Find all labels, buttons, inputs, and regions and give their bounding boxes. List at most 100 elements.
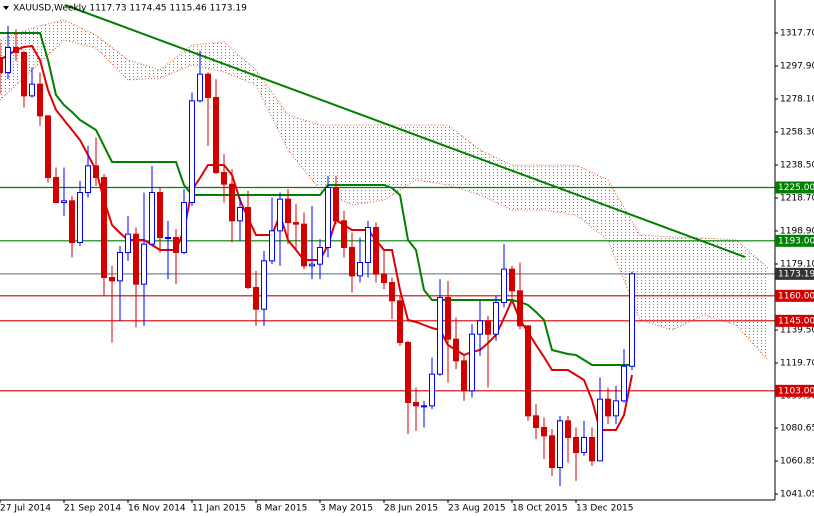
y-tick-label: 1317.70 <box>780 29 814 39</box>
candle-body <box>389 282 395 302</box>
candle-body <box>453 338 459 362</box>
candle-body <box>469 333 475 392</box>
candle-body <box>237 207 243 222</box>
candle-body <box>133 233 139 285</box>
candle-body <box>213 97 219 173</box>
candle-body <box>437 297 443 375</box>
candle-body <box>197 73 203 102</box>
candle-body <box>533 415 539 429</box>
level-label: 1160.00 <box>778 291 814 301</box>
candle-body <box>397 300 403 344</box>
y-tick-label: 1218.70 <box>780 194 814 204</box>
y-tick-label: 1258.30 <box>780 128 814 138</box>
y-tick-label: 1198.90 <box>780 227 814 237</box>
candle-body <box>565 420 571 439</box>
candle-body <box>0 57 3 73</box>
y-tick-label: 1080.65 <box>780 424 814 434</box>
y-tick-label: 1119.70 <box>780 359 814 369</box>
candle-body <box>373 227 379 275</box>
candle-body <box>53 177 59 203</box>
candle-body <box>5 47 11 73</box>
candle-body <box>557 420 563 469</box>
y-tick-label: 1278.10 <box>780 95 814 105</box>
level-label-box <box>775 314 814 327</box>
candle-body <box>117 252 123 282</box>
candle-body <box>141 243 147 285</box>
x-tick-label: 11 Jan 2015 <box>192 504 246 514</box>
candle-body <box>37 83 43 117</box>
level-label-box <box>775 289 814 302</box>
chart-title: XAUUSD,Weekly 1117.73 1174.45 1115.46 11… <box>13 4 247 14</box>
x-tick-label: 28 Jun 2015 <box>384 504 438 514</box>
candle-body <box>301 223 307 267</box>
indicator-line <box>0 44 633 431</box>
candle-body <box>477 320 483 335</box>
candle-body <box>269 230 275 262</box>
candle-body <box>405 342 411 403</box>
x-tick-label: 23 Aug 2015 <box>448 504 506 514</box>
candle-body <box>261 260 267 310</box>
candle-body <box>381 273 387 283</box>
candle-body <box>125 233 131 254</box>
indicator-line <box>0 32 632 366</box>
candle-body <box>181 202 187 253</box>
y-tick-label: 1238.50 <box>780 161 814 171</box>
candle-body <box>597 398 603 462</box>
candle-body <box>621 365 627 402</box>
level-label: 1145.00 <box>778 316 814 326</box>
candle-body <box>349 247 355 277</box>
candle-body <box>629 273 635 367</box>
candle-body <box>109 277 115 282</box>
candle-body <box>493 302 499 335</box>
x-tick-label: 16 Nov 2014 <box>128 504 186 514</box>
candle-body <box>365 227 371 263</box>
level-label: 1173.19 <box>778 269 814 279</box>
candle-body <box>581 437 587 453</box>
menu-arrow <box>3 6 9 10</box>
level-label-box <box>775 234 814 247</box>
candle-body <box>573 437 579 453</box>
candle-body <box>525 325 531 417</box>
level-label-box <box>775 267 814 280</box>
candle-body <box>189 100 195 203</box>
candle-body <box>285 198 291 224</box>
candle-body <box>69 200 75 243</box>
candle-body <box>613 400 619 417</box>
candle-body <box>485 320 491 335</box>
candle-body <box>413 402 419 407</box>
candle-body <box>589 437 595 462</box>
cloud-edge <box>0 19 769 269</box>
y-tick-label: 1060.85 <box>780 457 814 467</box>
level-label: 1193.00 <box>778 236 814 246</box>
candle-body <box>61 200 67 203</box>
trend-line <box>64 4 746 258</box>
candle-body <box>205 73 211 98</box>
candle-body <box>517 290 523 327</box>
candle-body <box>429 373 435 407</box>
x-tick-label: 18 Oct 2015 <box>512 504 568 514</box>
x-tick-label: 13 Dec 2015 <box>576 504 634 514</box>
candle-body <box>13 47 19 53</box>
candle-body <box>309 263 315 267</box>
x-tick-label: 27 Jul 2014 <box>0 504 51 514</box>
candle-body <box>341 220 347 248</box>
candle-body <box>77 192 83 243</box>
y-tick-label: 1139.50 <box>780 326 814 336</box>
cloud-edge <box>0 39 769 361</box>
candle-body <box>173 237 179 253</box>
candle-body <box>165 237 171 239</box>
candle-body <box>29 83 35 97</box>
x-tick-label: 21 Sep 2014 <box>64 504 121 514</box>
x-tick-label: 8 Mar 2015 <box>256 504 307 514</box>
cloud-fill <box>0 20 768 360</box>
level-label: 1225.00 <box>778 183 814 193</box>
candle-body <box>85 165 91 193</box>
candle-body <box>21 52 27 97</box>
candle-body <box>101 177 107 278</box>
candle-body <box>157 192 163 238</box>
candle-body <box>605 398 611 417</box>
level-label: 1103.00 <box>778 386 814 396</box>
